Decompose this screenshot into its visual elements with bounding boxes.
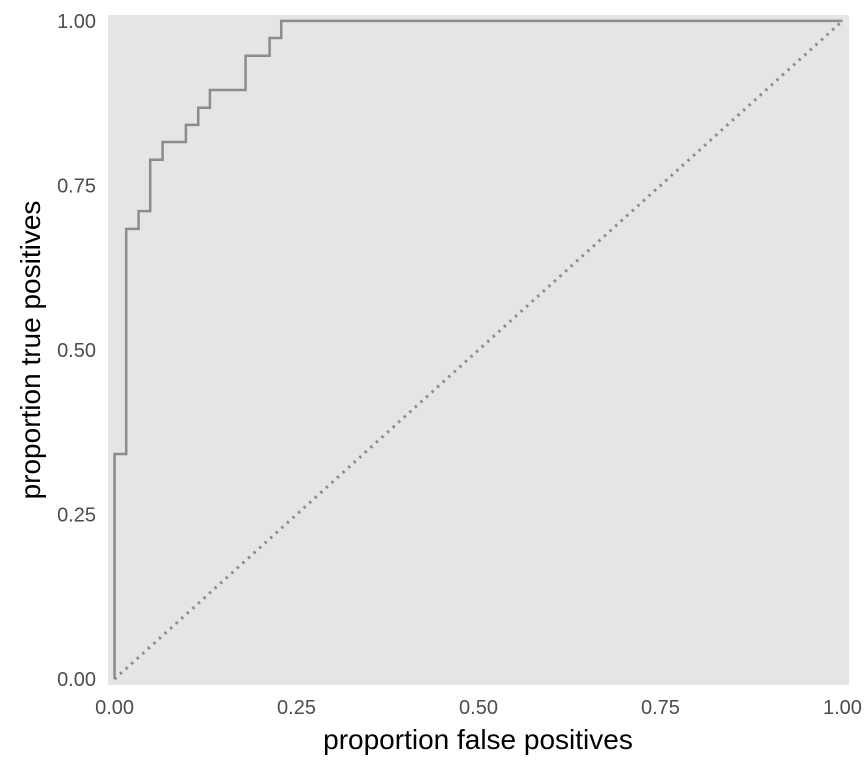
x-axis-ticks: 0.00 0.25 0.50 0.75 1.00 xyxy=(95,697,862,719)
series-layer xyxy=(113,19,844,681)
chance-diagonal-line xyxy=(113,19,844,681)
x-tick-label: 1.00 xyxy=(823,697,862,719)
x-axis-title: proportion false positives xyxy=(323,724,633,755)
roc-curve-line xyxy=(113,19,843,680)
y-tick-label: 0.00 xyxy=(57,669,96,691)
y-tick-label: 1.00 xyxy=(57,11,96,33)
x-tick-label: 0.00 xyxy=(95,697,134,719)
y-tick-label: 0.75 xyxy=(57,175,96,197)
y-axis-title: proportion true positives xyxy=(15,201,46,500)
x-tick-label: 0.50 xyxy=(459,697,498,719)
x-tick-label: 0.25 xyxy=(277,697,316,719)
y-tick-label: 0.25 xyxy=(57,505,96,527)
y-tick-label: 0.50 xyxy=(57,340,96,362)
y-axis-ticks: 0.00 0.25 0.50 0.75 1.00 xyxy=(57,11,96,691)
x-tick-label: 0.75 xyxy=(641,697,680,719)
